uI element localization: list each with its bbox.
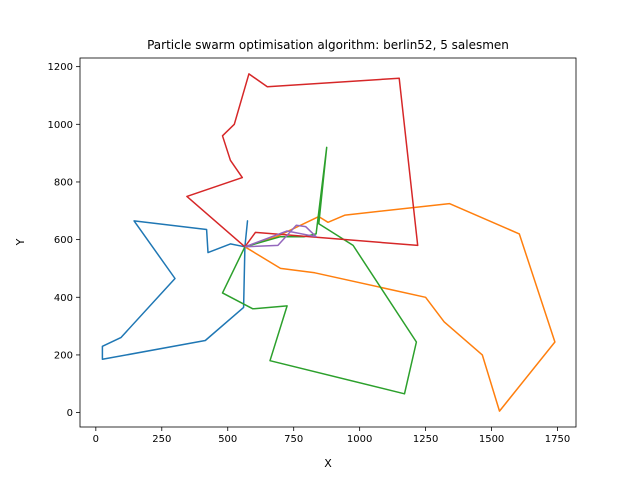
x-tick-label: 0: [93, 434, 99, 445]
y-tick-label: 0: [67, 408, 73, 419]
x-tick-label: 250: [152, 434, 171, 445]
x-tick-label: 1250: [413, 434, 438, 445]
plot-lines: [101, 73, 556, 412]
x-tick-label: 1500: [479, 434, 504, 445]
y-axis-label: Y: [14, 238, 27, 246]
x-axis-label: X: [324, 457, 332, 470]
y-tick-label: 600: [54, 235, 73, 246]
route-line-3: [221, 146, 418, 395]
y-tick-label: 400: [54, 293, 73, 304]
y-ticks: 0 200 400 600 800 1000 1200: [48, 62, 80, 419]
route-line-4: [186, 73, 419, 248]
chart-title: Particle swarm optimisation algorithm: b…: [147, 38, 509, 52]
y-tick-label: 1000: [48, 120, 73, 131]
x-tick-label: 1000: [347, 434, 372, 445]
route-line-1: [101, 220, 249, 361]
plot-frame: [79, 57, 577, 428]
x-ticks: 0 250 500 750 1000 1250 1500 1750: [93, 427, 570, 445]
y-tick-label: 200: [54, 350, 73, 361]
route-line-2: [244, 202, 556, 412]
route-line-5: [244, 224, 317, 248]
y-tick-label: 800: [54, 177, 73, 188]
x-tick-label: 500: [218, 434, 237, 445]
x-tick-label: 750: [284, 434, 303, 445]
x-tick-label: 1750: [545, 434, 570, 445]
y-tick-label: 1200: [48, 62, 73, 73]
